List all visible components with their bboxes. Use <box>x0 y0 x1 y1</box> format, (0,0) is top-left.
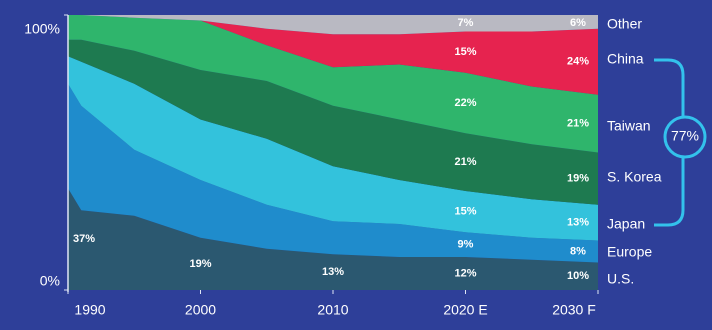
value-label: 10% <box>567 270 589 282</box>
value-label: 13% <box>322 266 344 278</box>
value-label: 9% <box>458 239 474 251</box>
value-label: 21% <box>567 118 589 130</box>
x-tick-label: 2030 F <box>552 302 596 318</box>
bracket-label: 77% <box>671 128 699 144</box>
x-tick-label: 2020 E <box>443 302 487 318</box>
legend-label: S. Korea <box>607 169 662 185</box>
value-label: 12% <box>454 267 476 279</box>
value-label: 24% <box>567 56 589 68</box>
value-label: 15% <box>454 206 476 218</box>
value-label: 22% <box>454 97 476 109</box>
area <box>68 83 598 263</box>
value-label: 37% <box>73 233 95 245</box>
legend-label: Japan <box>607 216 645 232</box>
value-label: 8% <box>570 245 586 257</box>
value-label: 7% <box>458 17 474 29</box>
legend-label: U.S. <box>607 271 634 287</box>
legend-label: Europe <box>607 244 652 260</box>
x-tick-label: 2010 <box>317 302 348 318</box>
area <box>68 56 598 241</box>
x-tick-label: 2000 <box>185 302 216 318</box>
value-label: 19% <box>189 258 211 270</box>
legend-label: Taiwan <box>607 118 651 134</box>
y-tick-label: 0% <box>40 273 60 289</box>
y-tick-label: 100% <box>24 21 60 37</box>
value-label: 15% <box>454 46 476 58</box>
value-label: 13% <box>567 217 589 229</box>
legend-label: China <box>607 51 644 67</box>
area <box>68 15 598 95</box>
area <box>68 15 598 153</box>
value-label: 21% <box>454 156 476 168</box>
value-label: 6% <box>570 17 586 29</box>
legend-label: Other <box>607 16 642 32</box>
plot-area <box>68 15 598 290</box>
bracket-circle <box>663 115 707 159</box>
area <box>68 188 598 290</box>
value-label: 19% <box>567 173 589 185</box>
area <box>68 39 598 205</box>
area <box>68 15 598 35</box>
x-tick-label: 1990 <box>74 302 105 318</box>
